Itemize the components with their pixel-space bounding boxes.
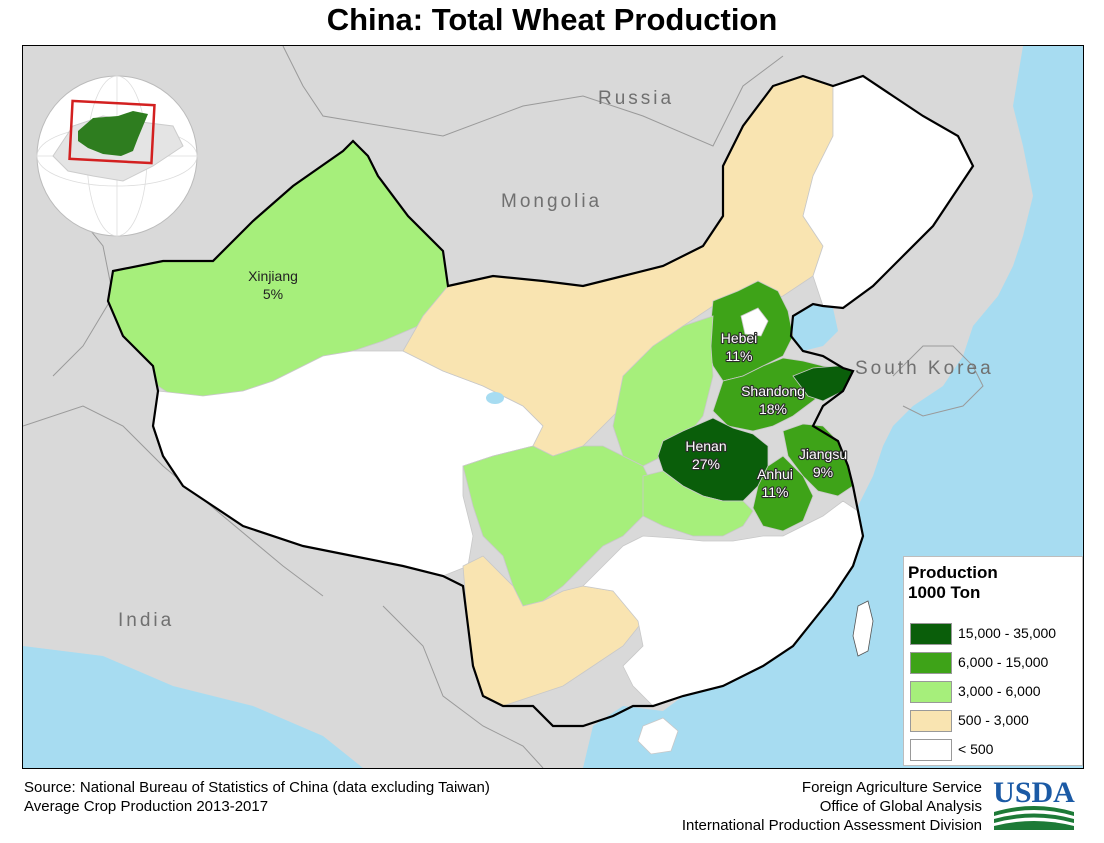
label-henan-name: Henan: [685, 438, 726, 454]
legend-title-line2: 1000 Ton: [908, 583, 981, 602]
legend-item: 6,000 - 15,000: [910, 652, 1080, 674]
usda-logo-text: USDA: [993, 776, 1075, 809]
ocean-southwest: [23, 646, 363, 768]
label-anhui-share: 11%: [762, 484, 789, 500]
label-henan-share: 27%: [692, 456, 720, 472]
legend-item: 500 - 3,000: [910, 710, 1080, 732]
region-beijing: [740, 307, 769, 337]
legend-swatch: [910, 652, 952, 674]
label-xinjiang-name: Xinjiang: [248, 268, 298, 284]
legend-swatch: [910, 623, 952, 645]
label-shandong-name: Shandong: [741, 383, 805, 399]
legend-label: 6,000 - 15,000: [958, 654, 1049, 670]
region-sichuan: [462, 445, 654, 607]
legend: Production 1000 Ton 15,000 - 35,000 6,00…: [903, 556, 1083, 766]
inset-china-shape: [78, 111, 148, 156]
label-russia: Russia: [598, 88, 674, 109]
legend-item: 15,000 - 35,000: [910, 623, 1080, 645]
label-jiangsu-share: 9%: [813, 464, 833, 480]
label-anhui-name: Anhui: [757, 466, 793, 482]
legend-item: 3,000 - 6,000: [910, 681, 1080, 703]
agency-line: Foreign Agriculture Service: [801, 779, 982, 796]
neighbour-borders: [23, 46, 984, 768]
legend-label: 500 - 3,000: [958, 712, 1029, 728]
label-shandong-share: 18%: [759, 401, 787, 417]
source-note: Source: National Bureau of Statistics of…: [24, 778, 490, 816]
legend-label: < 500: [958, 741, 994, 757]
usda-logo: USDA: [993, 776, 1075, 830]
inset-globe: [36, 75, 198, 237]
lake-qinghai: [486, 392, 504, 404]
legend-title-line1: Production: [908, 563, 998, 582]
map-canvas: Russia Mongolia South Korea India Xinjia…: [23, 46, 1083, 768]
china-regions: [107, 75, 974, 755]
source-line: Source: National Bureau of Statistics of…: [24, 779, 490, 796]
legend-label: 3,000 - 6,000: [958, 683, 1041, 699]
agency-line: International Production Assessment Divi…: [681, 817, 982, 834]
label-mongolia: Mongolia: [501, 191, 602, 212]
region-taiwan: [852, 600, 874, 657]
legend-swatch: [910, 681, 952, 703]
legend-label: 15,000 - 35,000: [958, 625, 1057, 641]
label-india: India: [118, 610, 174, 631]
agency-credit: Foreign Agriculture Service Office of Gl…: [682, 778, 982, 835]
legend-item: < 500: [910, 739, 1080, 761]
map-frame: Russia Mongolia South Korea India Xinjia…: [22, 45, 1084, 769]
legend-title: Production 1000 Ton: [908, 563, 998, 603]
region-hainan: [637, 717, 679, 755]
label-hebei-name: Hebei: [721, 330, 758, 346]
agency-line: Office of Global Analysis: [819, 798, 982, 815]
legend-swatch: [910, 739, 952, 761]
label-hebei-share: 11%: [726, 348, 753, 364]
region-hubei: [642, 470, 754, 537]
label-jiangsu-name: Jiangsu: [799, 446, 847, 462]
legend-swatch: [910, 710, 952, 732]
region-anhui: [752, 455, 814, 532]
label-xinjiang-share: 5%: [263, 286, 283, 302]
china-border: [106, 74, 975, 728]
ocean-bohai: [791, 304, 838, 351]
label-south-korea: South Korea: [855, 358, 994, 379]
period-line: Average Crop Production 2013-2017: [24, 798, 269, 815]
map-title: China: Total Wheat Production: [326, 2, 778, 37]
